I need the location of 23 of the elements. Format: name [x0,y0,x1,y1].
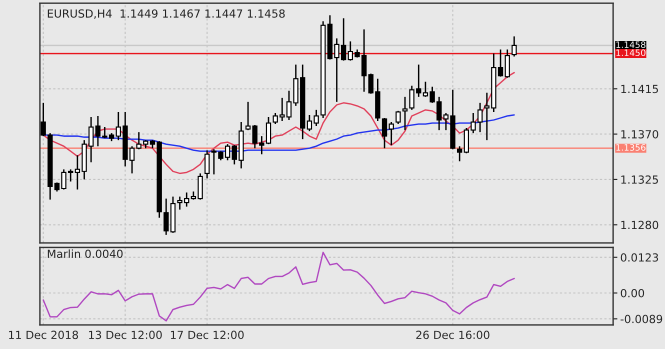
x-tick-label: 26 Dec 16:00 [416,330,490,340]
x-tick-label: 11 Dec 2018 [9,330,78,340]
candlestick [204,150,210,180]
ref-line-label: 1.1450 [616,49,646,56]
chart-title: Marlin 0.0040 [48,249,123,258]
ref-line-label: 1.1356 [616,144,646,151]
ref-line-label: 1.1458 [616,41,646,48]
y-tick-label: 1.1370 [621,130,658,138]
y-tick-label: 0.0123 [620,253,658,262]
y-tick-label: 0.00 [620,288,644,298]
candlestick [164,198,169,236]
x-tick-label: 17 Dec 12:00 [170,330,244,340]
y-tick-label: 1.1280 [621,220,658,230]
candlestick [504,48,510,78]
y-tick-label: 1.1415 [621,84,658,94]
candlestick [402,96,408,131]
y-tick-label: 1.1325 [621,175,658,184]
y-tick-label: -0.0089 [620,314,662,324]
chart-title: EURUSD,H4 1.1449 1.1467 1.1447 1.1458 [48,9,285,19]
candlestick [245,101,251,131]
x-tick-label: 13 Dec 12:00 [89,330,162,340]
candlestick [512,36,517,58]
candlestick [396,110,401,125]
